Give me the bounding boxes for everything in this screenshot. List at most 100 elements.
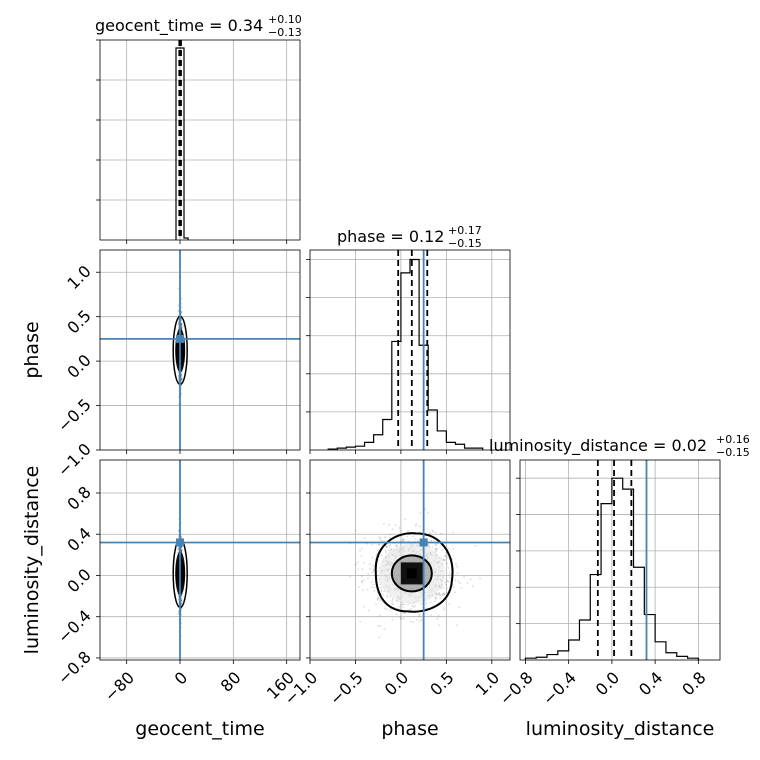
sample-point: [419, 620, 422, 623]
sample-point: [389, 533, 392, 536]
sample-point: [460, 586, 463, 589]
sample-point: [442, 592, 445, 595]
histogram-bin: [558, 651, 569, 660]
title-phase-plus: +0.17: [448, 224, 482, 237]
sample-point: [395, 613, 398, 616]
sample-point: [360, 580, 363, 583]
sample-point: [398, 605, 401, 608]
xlabel-luminosity-distance: luminosity_distance: [526, 718, 715, 740]
title-geocent-time: geocent_time = 0.34: [95, 16, 263, 36]
sample-point: [354, 563, 357, 566]
x-tick-label-geocent-time: −80: [101, 668, 138, 705]
sample-point: [412, 535, 415, 538]
sample-point: [403, 611, 406, 614]
sample-point: [180, 549, 183, 552]
sample-point: [375, 603, 377, 606]
title-luminosity-distance: luminosity_distance = 0.02: [489, 436, 707, 456]
sample-point: [443, 559, 446, 562]
sample-point: [402, 538, 405, 541]
sample-point: [425, 602, 428, 605]
panel-frame: [519, 459, 721, 661]
sample-point: [181, 376, 183, 379]
ylabel-phase: phase: [21, 321, 43, 378]
title-geocent-time-plus: +0.10: [268, 13, 302, 26]
sample-point: [418, 615, 421, 617]
sample-point: [413, 604, 416, 607]
sample-point: [445, 587, 448, 590]
sample-point: [452, 547, 455, 550]
histogram-bin: [428, 410, 437, 450]
sample-point: [379, 537, 382, 539]
panel-frame: [99, 39, 301, 241]
sample-point: [433, 600, 436, 603]
sample-point: [378, 543, 381, 546]
sample-point: [180, 323, 183, 326]
sample-point: [176, 287, 179, 290]
sample-point: [391, 618, 394, 621]
sample-point: [426, 511, 429, 514]
sample-point: [380, 590, 383, 593]
y-tick-label-luminosity-distance: 0.0: [63, 565, 94, 596]
sample-point: [376, 570, 379, 573]
sample-point: [402, 538, 405, 541]
sample-point: [402, 606, 404, 609]
panel-frame: [309, 249, 511, 451]
sample-point: [385, 608, 388, 610]
sample-point: [443, 558, 446, 561]
histogram-bin: [346, 447, 355, 450]
sample-point: [440, 532, 442, 535]
sample-point: [377, 549, 379, 552]
panel-plot-area: [310, 250, 510, 450]
sample-point: [438, 591, 440, 594]
sample-point: [444, 581, 447, 584]
sample-point: [455, 563, 458, 565]
sample-point: [380, 586, 383, 589]
sample-point: [366, 588, 369, 591]
panel-background: [100, 40, 300, 240]
sample-point: [391, 600, 394, 603]
panel-hist-phase: [306, 249, 511, 454]
sample-point: [383, 536, 386, 539]
sample-point: [377, 578, 379, 581]
y-tick-label-phase: 0.0: [63, 351, 94, 382]
sample-point: [466, 582, 469, 584]
histogram-bin: [437, 431, 446, 450]
sample-point: [439, 593, 442, 596]
sample-point: [373, 590, 376, 592]
sample-point: [438, 594, 441, 597]
y-tick-label-luminosity-distance: 0.8: [63, 482, 94, 513]
sample-point: [418, 613, 421, 616]
sample-point: [456, 565, 459, 568]
sample-point: [383, 607, 386, 610]
sample-point: [370, 581, 373, 584]
sample-point: [177, 613, 179, 616]
sample-point: [443, 593, 446, 596]
sample-point: [366, 542, 368, 545]
sample-point: [180, 372, 183, 375]
sample-point: [431, 529, 434, 532]
y-tick-label-luminosity-distance: −0.8: [54, 647, 95, 688]
contour-line: [374, 532, 454, 613]
sample-point: [396, 544, 398, 547]
sample-point: [395, 544, 398, 547]
histogram-bin: [392, 341, 401, 450]
sample-point: [386, 545, 388, 548]
sample-point: [446, 579, 449, 582]
sample-point: [401, 538, 404, 541]
sample-point: [357, 586, 360, 589]
sample-point: [177, 371, 180, 374]
sample-point: [379, 625, 382, 628]
title-luminosity-distance-minus: −0.15: [716, 446, 750, 459]
truth-marker: [419, 538, 428, 547]
sample-point: [415, 523, 418, 526]
sample-point: [383, 590, 386, 593]
sample-point: [384, 549, 387, 552]
panel-plot-area: [100, 250, 300, 450]
sample-point: [398, 527, 401, 529]
sample-point: [361, 547, 363, 550]
contour-line: [390, 554, 433, 593]
sample-point: [180, 378, 183, 380]
sample-point: [356, 561, 359, 564]
title-phase-minus: −0.15: [448, 237, 482, 250]
sample-point: [360, 555, 363, 557]
